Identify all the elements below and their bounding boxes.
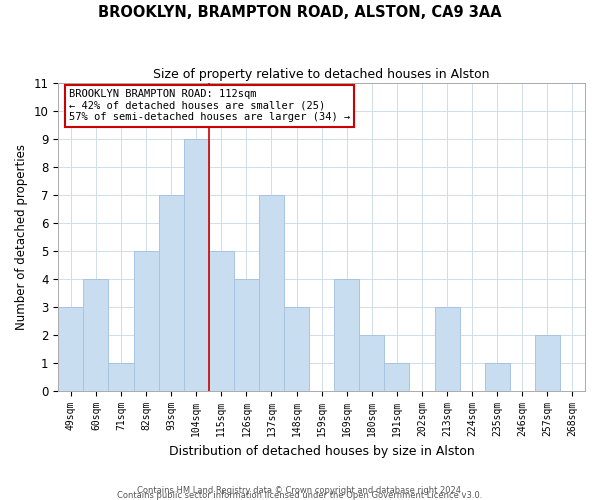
Bar (184, 139, 209, 391)
Bar (158, 195, 184, 391)
X-axis label: Distribution of detached houses by size in Alston: Distribution of detached houses by size … (169, 444, 475, 458)
Bar (109, 363, 134, 391)
Bar (134, 251, 158, 391)
Text: BROOKLYN, BRAMPTON ROAD, ALSTON, CA9 3AA: BROOKLYN, BRAMPTON ROAD, ALSTON, CA9 3AA (98, 5, 502, 20)
Bar (334, 279, 359, 391)
Bar (434, 307, 460, 391)
Title: Size of property relative to detached houses in Alston: Size of property relative to detached ho… (154, 68, 490, 80)
Bar (535, 335, 560, 391)
Bar (209, 251, 234, 391)
Bar (485, 363, 510, 391)
Text: Contains public sector information licensed under the Open Government Licence v3: Contains public sector information licen… (118, 491, 482, 500)
Bar (359, 335, 385, 391)
Y-axis label: Number of detached properties: Number of detached properties (15, 144, 28, 330)
Bar (284, 307, 309, 391)
Text: BROOKLYN BRAMPTON ROAD: 112sqm
← 42% of detached houses are smaller (25)
57% of : BROOKLYN BRAMPTON ROAD: 112sqm ← 42% of … (69, 89, 350, 122)
Bar (385, 363, 409, 391)
Bar (234, 279, 259, 391)
Bar (58, 307, 83, 391)
Text: Contains HM Land Registry data © Crown copyright and database right 2024.: Contains HM Land Registry data © Crown c… (137, 486, 463, 495)
Bar (83, 279, 109, 391)
Bar (259, 195, 284, 391)
